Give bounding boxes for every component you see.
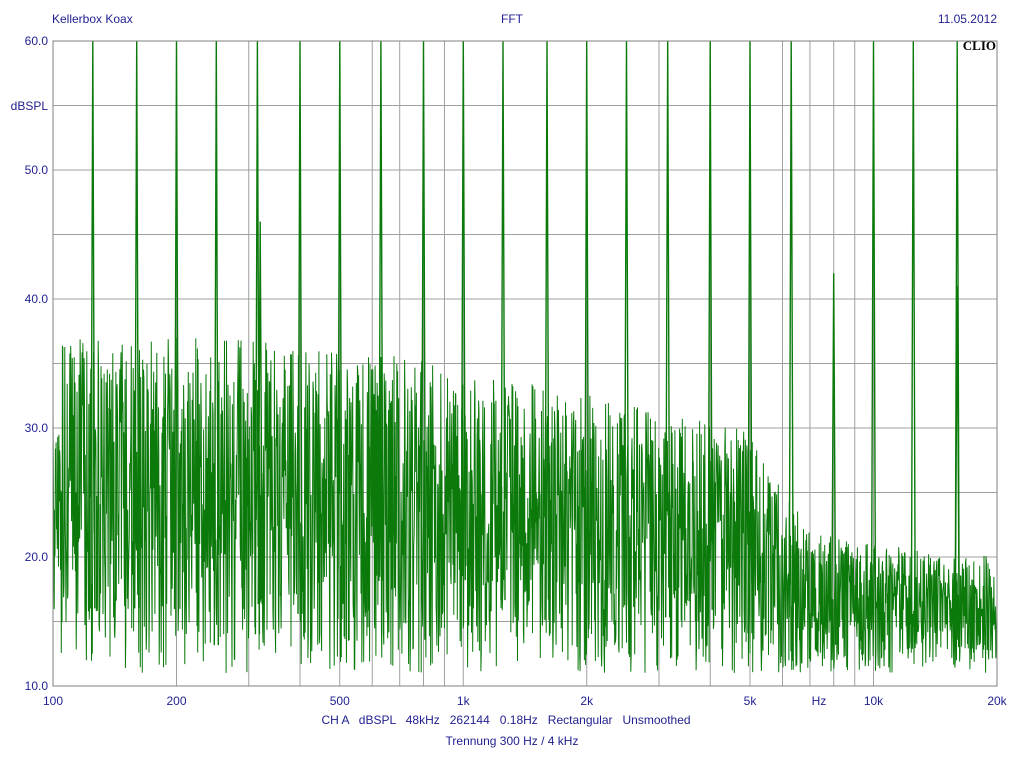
- y-tick-label: 40.0: [25, 292, 49, 306]
- secondary-peak: [831, 273, 837, 645]
- secondary-peak: [257, 221, 263, 605]
- y-tick-label: 50.0: [25, 163, 49, 177]
- x-tick-label: 2k: [580, 694, 594, 708]
- x-tick-label: 20k: [987, 694, 1007, 708]
- fft-noise-line: [52, 337, 998, 673]
- header-center-title: FFT: [501, 12, 524, 26]
- clio-brand: CLIO: [963, 38, 996, 53]
- y-tick-label: 10.0: [25, 679, 49, 693]
- footer-crossover: Trennung 300 Hz / 4 kHz: [446, 734, 579, 748]
- x-tick-label: 500: [330, 694, 350, 708]
- y-tick-label: 20.0: [25, 550, 49, 564]
- plot-frame: [52, 40, 998, 687]
- y-tick-label: 60.0: [25, 34, 49, 48]
- x-axis-labels: 100 200 500 1k 2k 5k 10k 20k: [43, 694, 1008, 708]
- x-tick-label: 5k: [744, 694, 758, 708]
- x-axis-unit: Hz: [812, 694, 827, 708]
- secondary-peak: [954, 286, 960, 630]
- y-axis-labels: 10.0 20.0 30.0 40.0 50.0 60.0: [25, 34, 49, 693]
- header-right-date: 11.05.2012: [938, 12, 997, 26]
- y-tick-label: 30.0: [25, 421, 49, 435]
- header-left-title: Kellerbox Koax: [52, 12, 133, 26]
- x-tick-label: 200: [166, 694, 186, 708]
- footer-settings: CH A dBSPL 48kHz 262144 0.18Hz Rectangul…: [321, 713, 690, 727]
- x-tick-label: 1k: [457, 694, 471, 708]
- y-axis-unit: dBSPL: [11, 99, 49, 113]
- x-tick-label: 10k: [864, 694, 884, 708]
- x-tick-label: 100: [43, 694, 63, 708]
